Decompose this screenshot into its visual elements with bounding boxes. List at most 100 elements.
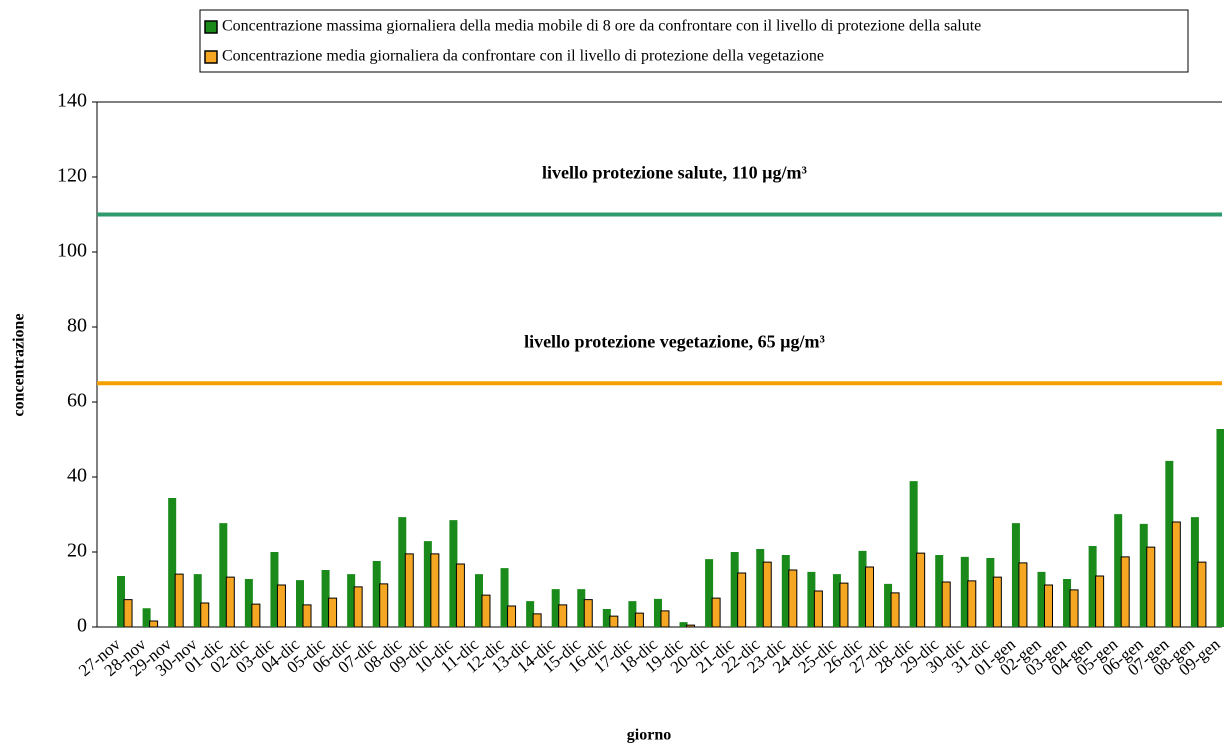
bar bbox=[986, 558, 995, 627]
bar bbox=[602, 609, 611, 627]
bar bbox=[551, 589, 560, 627]
bar bbox=[449, 520, 458, 627]
bar bbox=[909, 481, 918, 627]
bar bbox=[244, 579, 253, 627]
bar bbox=[123, 599, 133, 628]
reference-label: livello protezione vegetazione, 65 µg/m³ bbox=[524, 331, 825, 351]
bar bbox=[526, 601, 535, 627]
y-tick-label: 20 bbox=[67, 540, 87, 562]
bar bbox=[628, 601, 637, 627]
bar bbox=[1088, 546, 1097, 627]
bar bbox=[474, 574, 483, 627]
bar bbox=[455, 563, 465, 628]
bar bbox=[935, 555, 944, 627]
bar bbox=[1037, 571, 1046, 627]
bar bbox=[1011, 523, 1020, 627]
bar bbox=[321, 570, 330, 627]
bar bbox=[558, 604, 568, 628]
bar bbox=[379, 583, 389, 628]
legend-swatch bbox=[204, 50, 218, 64]
bar bbox=[168, 498, 177, 627]
bar bbox=[1146, 546, 1156, 628]
bar bbox=[992, 576, 1002, 628]
bar bbox=[149, 620, 159, 628]
bar bbox=[1095, 575, 1105, 628]
legend-swatch bbox=[204, 20, 218, 34]
bar bbox=[1190, 517, 1199, 627]
bar bbox=[142, 608, 151, 627]
bar bbox=[941, 581, 951, 628]
reference-label: livello protezione salute, 110 µg/m³ bbox=[542, 163, 808, 183]
bar bbox=[219, 523, 228, 627]
bar bbox=[1216, 429, 1224, 627]
y-axis-title: concentrazione bbox=[11, 313, 28, 416]
bar bbox=[577, 589, 586, 627]
bar bbox=[1043, 584, 1053, 628]
y-tick-label: 60 bbox=[67, 390, 87, 412]
x-axis-title: giorno bbox=[627, 727, 671, 744]
bar bbox=[660, 610, 670, 628]
bar bbox=[756, 549, 765, 627]
bar bbox=[353, 586, 363, 628]
y-tick-label: 140 bbox=[57, 90, 87, 112]
bar bbox=[781, 555, 790, 627]
bar bbox=[916, 552, 926, 628]
bar bbox=[507, 605, 517, 628]
bar bbox=[430, 553, 440, 628]
bar bbox=[705, 559, 714, 627]
bar bbox=[251, 603, 261, 628]
bar bbox=[858, 550, 867, 627]
bar bbox=[583, 599, 593, 628]
bar bbox=[1063, 579, 1072, 627]
bar bbox=[730, 552, 739, 627]
y-tick-label: 100 bbox=[57, 240, 87, 262]
bar bbox=[1139, 523, 1148, 627]
legend-label: Concentrazione media giornaliera da conf… bbox=[222, 48, 824, 65]
bar bbox=[762, 561, 772, 628]
bar bbox=[737, 572, 747, 628]
bar bbox=[813, 590, 823, 628]
y-tick-label: 120 bbox=[57, 165, 87, 187]
bar bbox=[270, 552, 279, 627]
bar bbox=[609, 615, 619, 628]
bar bbox=[1165, 460, 1174, 627]
bar bbox=[500, 568, 509, 627]
bar bbox=[1069, 589, 1079, 628]
bar bbox=[839, 582, 849, 628]
bar bbox=[1197, 561, 1207, 628]
bar bbox=[276, 584, 286, 628]
bar bbox=[404, 553, 414, 628]
bar bbox=[960, 556, 969, 627]
bar bbox=[193, 574, 202, 627]
bar bbox=[1018, 562, 1028, 628]
bar bbox=[1171, 521, 1181, 628]
bar bbox=[865, 566, 875, 628]
bar bbox=[302, 604, 312, 628]
y-tick-label: 0 bbox=[77, 615, 87, 637]
bar bbox=[967, 580, 977, 628]
y-tick-label: 40 bbox=[67, 465, 87, 487]
bar bbox=[807, 571, 816, 627]
bar bbox=[372, 561, 381, 627]
bar bbox=[1114, 514, 1123, 627]
bar bbox=[679, 622, 688, 627]
bar bbox=[296, 580, 305, 627]
bar bbox=[117, 576, 126, 627]
bar bbox=[200, 602, 210, 628]
bar bbox=[1120, 556, 1130, 628]
bar bbox=[711, 597, 721, 628]
legend-box bbox=[199, 9, 1189, 73]
bar bbox=[174, 573, 184, 628]
bar bbox=[398, 517, 407, 627]
bar bbox=[686, 624, 696, 628]
bar bbox=[653, 598, 662, 627]
y-tick-label: 80 bbox=[67, 315, 87, 337]
legend-label: Concentrazione massima giornaliera della… bbox=[222, 18, 981, 35]
bar bbox=[481, 594, 491, 628]
bar bbox=[884, 583, 893, 627]
bar bbox=[788, 569, 798, 628]
bar bbox=[347, 574, 356, 627]
bar bbox=[225, 576, 235, 628]
bar bbox=[532, 613, 542, 628]
